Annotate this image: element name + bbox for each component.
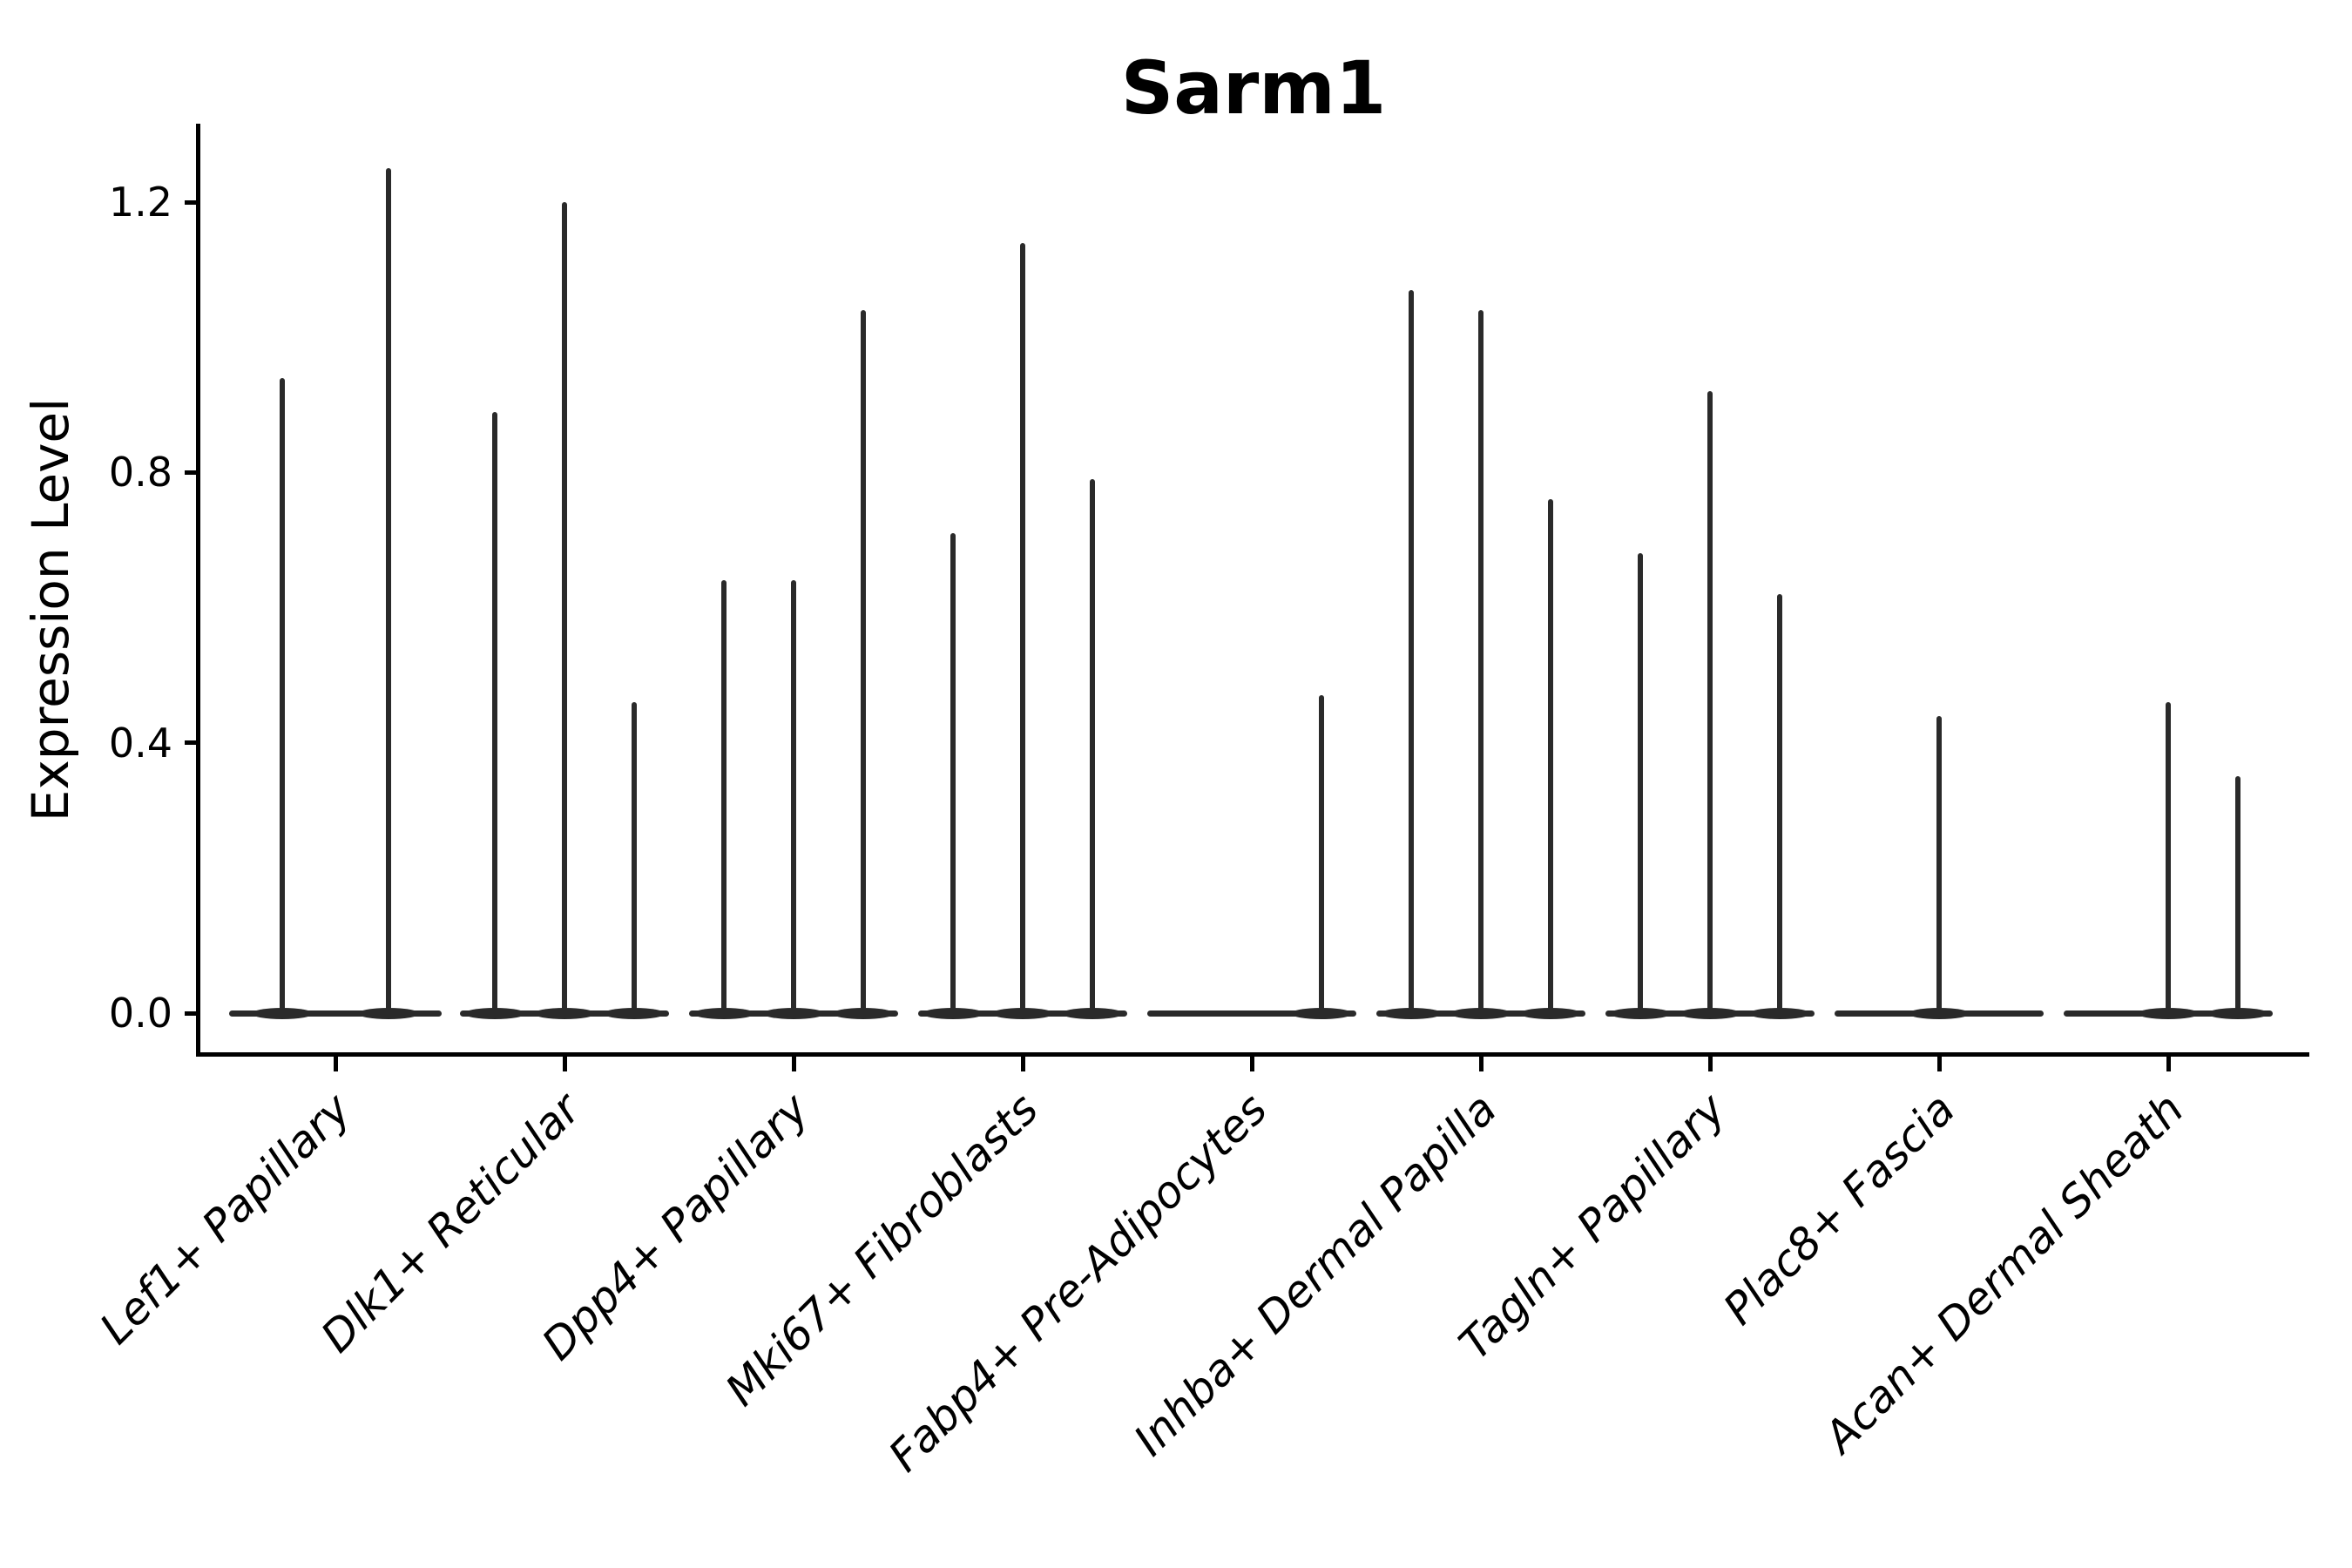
violin-bump [1749, 1007, 1810, 1019]
violin-spike [1409, 289, 1414, 1016]
x-tick-mark [1020, 1057, 1025, 1071]
x-tick-mark [1936, 1057, 1942, 1071]
violin-spike [632, 702, 637, 1016]
chart-title: Sarm1 [1120, 45, 1387, 131]
violin-spike [1777, 593, 1782, 1016]
x-tick-mark [333, 1057, 338, 1071]
violin-spike [791, 580, 796, 1016]
violin-spike [861, 310, 866, 1016]
violin-bump [833, 1007, 894, 1019]
x-tick-label-text: Fabp4+ Pre-Adipocytes [879, 1084, 1278, 1482]
violin-spike [386, 168, 391, 1016]
violin-bump [534, 1007, 595, 1019]
violin-bump [1450, 1007, 1511, 1019]
violin-bump [923, 1007, 983, 1019]
violin-bump [464, 1007, 525, 1019]
y-tick-label: 0.8 [108, 449, 172, 497]
x-tick-label-text: Inhba+ Dermal Papilla [1124, 1084, 1507, 1466]
violin-bump [763, 1007, 824, 1019]
x-tick-mark [1478, 1057, 1484, 1071]
y-tick-mark [185, 199, 198, 205]
violin-spike [1548, 499, 1553, 1016]
violin-bump [1520, 1007, 1581, 1019]
violin-bump [992, 1007, 1053, 1019]
violin-bump [1062, 1007, 1123, 1019]
violin-baseline [1147, 1010, 1356, 1017]
x-axis-spine [196, 1052, 2309, 1057]
y-axis-spine [196, 124, 200, 1057]
y-tick-mark [185, 740, 198, 746]
violin-bump [2138, 1007, 2199, 1019]
x-tick-label-text: Plac8+ Fascia [1713, 1084, 1965, 1335]
violin-spike [1707, 391, 1713, 1016]
violin-bump [358, 1007, 419, 1019]
y-tick-mark [185, 470, 198, 475]
violin-spike [950, 533, 956, 1016]
violin-spike [1090, 479, 1095, 1016]
violin-bump [1680, 1007, 1740, 1019]
violin-bump [1381, 1007, 1442, 1019]
violin-spike [1478, 310, 1484, 1016]
violin-spike [1638, 553, 1643, 1016]
violin-spike [2166, 702, 2171, 1016]
x-tick-mark [791, 1057, 796, 1071]
x-tick-mark [1707, 1057, 1713, 1071]
violin-spike [492, 411, 497, 1016]
x-tick-label-text: Lef1+ Papillary [90, 1084, 362, 1355]
violin-bump [1610, 1007, 1671, 1019]
violin-bump [1291, 1007, 1352, 1019]
violin-bump [2207, 1007, 2268, 1019]
violin-spike [1020, 242, 1025, 1016]
violin-spike [1936, 715, 1942, 1016]
violin-spike [721, 580, 727, 1016]
violin-baseline [229, 1010, 442, 1017]
x-tick-mark [2166, 1057, 2171, 1071]
y-tick-label: 0.4 [108, 719, 172, 767]
violin-spike [562, 202, 567, 1016]
y-tick-label: 0.0 [108, 990, 172, 1037]
violin-bump [693, 1007, 754, 1019]
violin-bump [252, 1007, 313, 1019]
violin-bump [1909, 1007, 1970, 1019]
violin-spike [1319, 695, 1324, 1016]
violin-spike [2235, 776, 2240, 1016]
violin-bump [604, 1007, 665, 1019]
violin-spike [280, 377, 285, 1016]
x-tick-mark [562, 1057, 567, 1071]
y-tick-label: 1.2 [108, 179, 172, 226]
y-tick-mark [185, 1010, 198, 1016]
x-tick-mark [1249, 1057, 1254, 1071]
